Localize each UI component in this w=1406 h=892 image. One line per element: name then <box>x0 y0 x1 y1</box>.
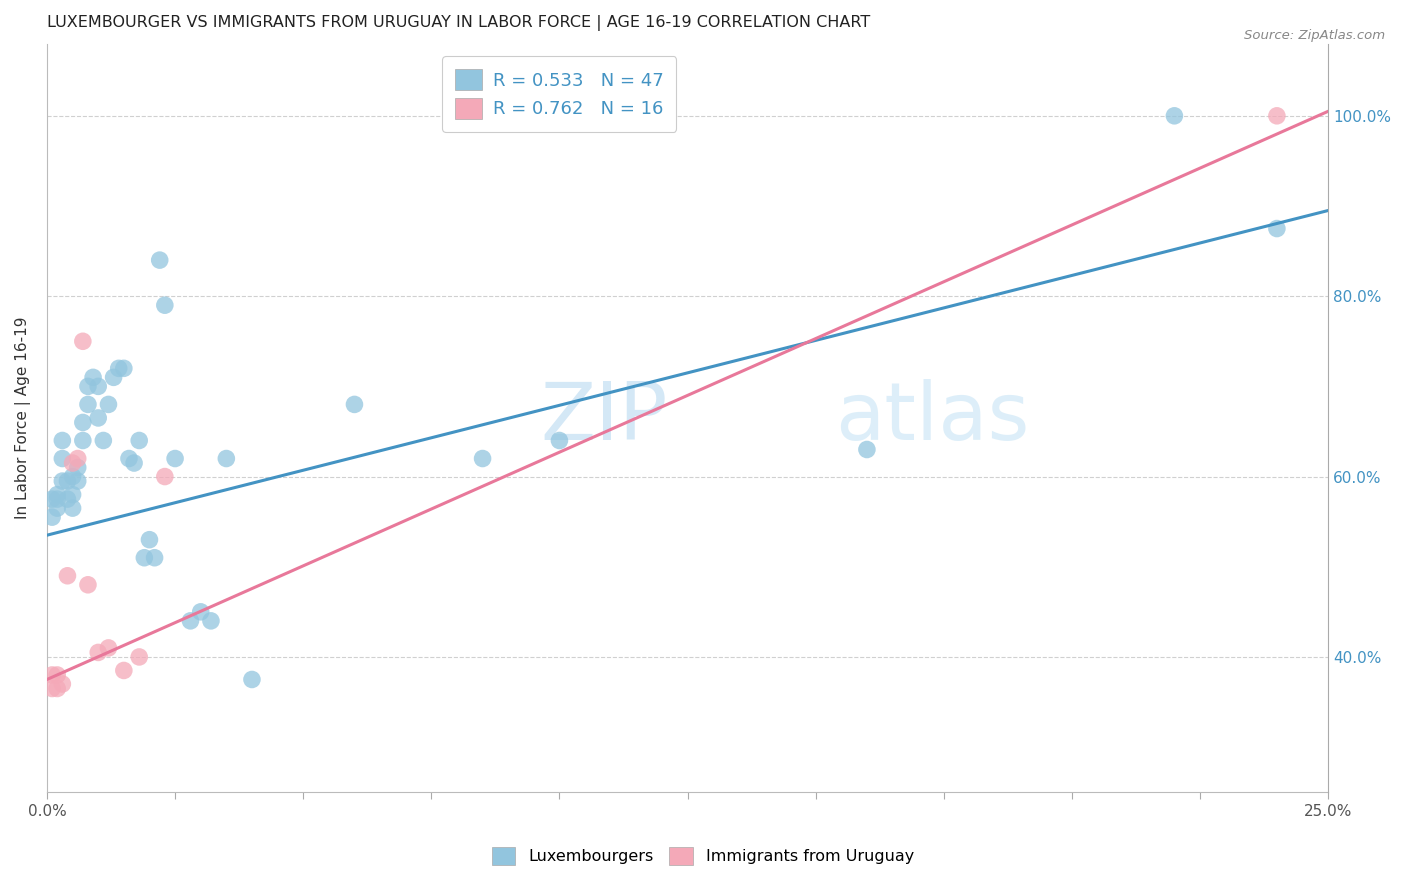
Point <box>56 474 79 488</box>
Point <box>134 550 156 565</box>
Point <box>240 673 263 687</box>
Point <box>62 487 84 501</box>
Point <box>46 492 69 507</box>
Point <box>122 456 145 470</box>
Point <box>87 411 110 425</box>
Point <box>77 379 100 393</box>
Point <box>128 434 150 448</box>
Text: LUXEMBOURGER VS IMMIGRANTS FROM URUGUAY IN LABOR FORCE | AGE 16-19 CORRELATION C: LUXEMBOURGER VS IMMIGRANTS FROM URUGUAY … <box>46 15 870 31</box>
Point <box>97 640 120 655</box>
Point <box>62 501 84 516</box>
Point <box>165 451 187 466</box>
Point <box>66 451 89 466</box>
Point <box>51 451 73 466</box>
Text: atlas: atlas <box>835 379 1029 457</box>
Point <box>153 469 176 483</box>
Point <box>103 370 125 384</box>
Legend: Luxembourgers, Immigrants from Uruguay: Luxembourgers, Immigrants from Uruguay <box>484 838 922 873</box>
Point <box>46 501 69 516</box>
Point <box>56 568 79 582</box>
Point <box>72 434 94 448</box>
Point <box>41 668 63 682</box>
Point <box>46 681 69 696</box>
Point <box>118 451 141 466</box>
Text: Source: ZipAtlas.com: Source: ZipAtlas.com <box>1244 29 1385 42</box>
Point <box>51 677 73 691</box>
Point <box>1265 109 1288 123</box>
Point <box>77 578 100 592</box>
Point <box>87 645 110 659</box>
Point <box>471 451 494 466</box>
Point <box>179 614 201 628</box>
Point <box>93 434 115 448</box>
Point <box>41 681 63 696</box>
Point <box>1163 109 1185 123</box>
Point <box>97 397 120 411</box>
Point <box>56 492 79 507</box>
Point <box>41 492 63 507</box>
Point <box>87 379 110 393</box>
Point <box>1265 221 1288 235</box>
Y-axis label: In Labor Force | Age 16-19: In Labor Force | Age 16-19 <box>15 317 31 519</box>
Point <box>66 460 89 475</box>
Point <box>82 370 104 384</box>
Point <box>51 474 73 488</box>
Point <box>77 397 100 411</box>
Point <box>138 533 160 547</box>
Point <box>66 474 89 488</box>
Point <box>41 510 63 524</box>
Point <box>112 664 135 678</box>
Point <box>107 361 129 376</box>
Point <box>153 298 176 312</box>
Point <box>112 361 135 376</box>
Point <box>215 451 238 466</box>
Point <box>46 487 69 501</box>
Text: ZIP: ZIP <box>540 379 668 457</box>
Point <box>200 614 222 628</box>
Point <box>343 397 366 411</box>
Point <box>548 434 571 448</box>
Point <box>46 668 69 682</box>
Point <box>190 605 212 619</box>
Point <box>62 456 84 470</box>
Point <box>62 469 84 483</box>
Point <box>128 649 150 664</box>
Legend: R = 0.533   N = 47, R = 0.762   N = 16: R = 0.533 N = 47, R = 0.762 N = 16 <box>443 56 676 131</box>
Point <box>72 334 94 349</box>
Point <box>143 550 166 565</box>
Point <box>856 442 879 457</box>
Point <box>51 434 73 448</box>
Point <box>72 416 94 430</box>
Point <box>149 253 172 268</box>
